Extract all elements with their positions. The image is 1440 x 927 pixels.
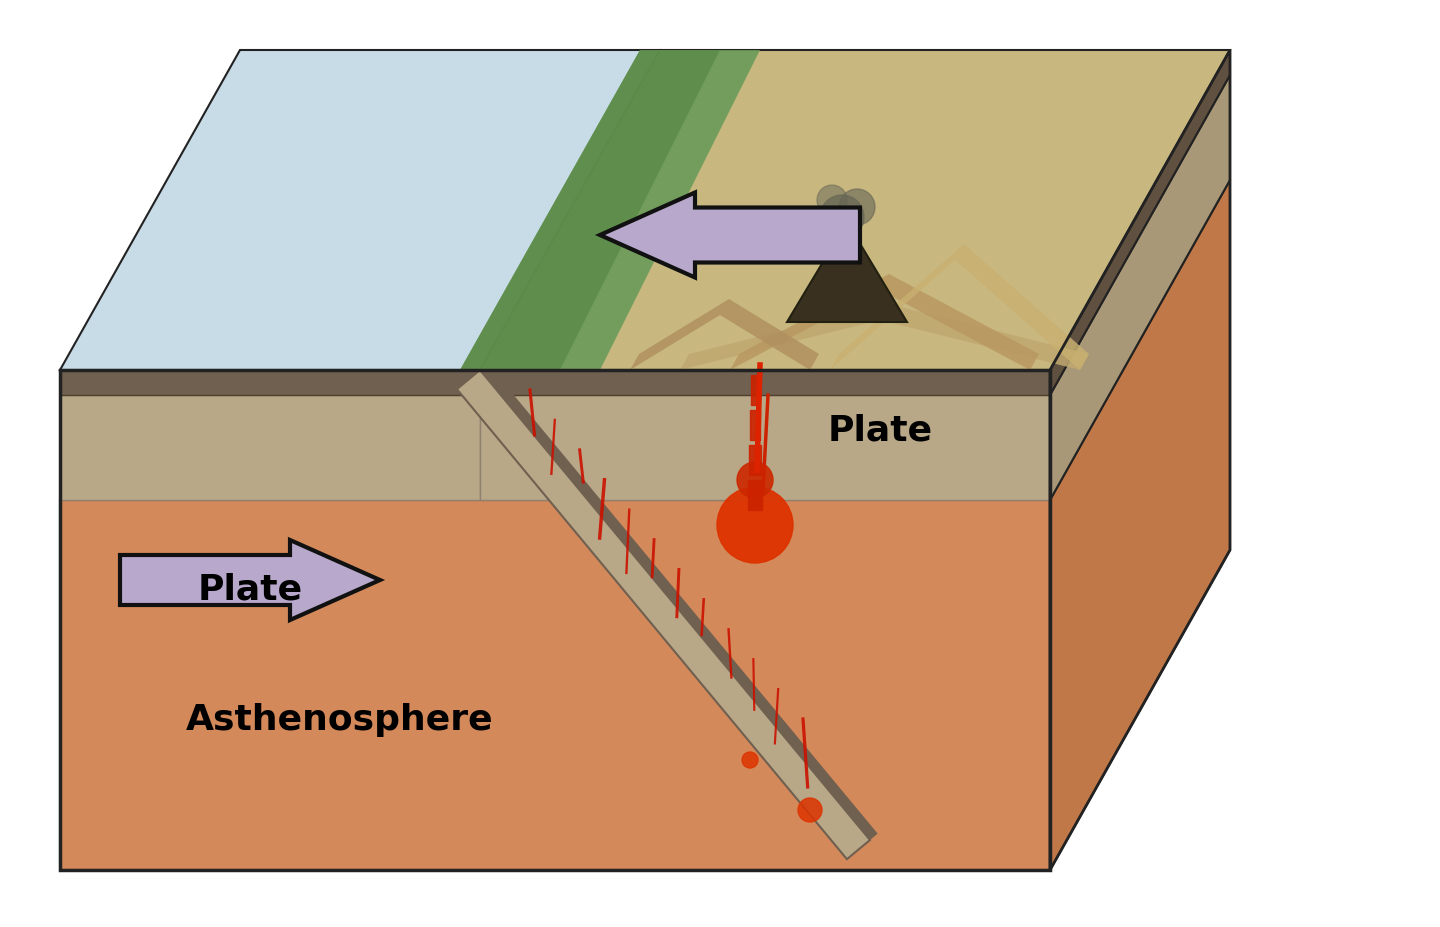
Polygon shape — [480, 363, 878, 840]
Polygon shape — [60, 50, 660, 370]
Circle shape — [737, 462, 773, 498]
Circle shape — [717, 487, 793, 563]
Polygon shape — [1050, 50, 1230, 395]
Circle shape — [840, 189, 876, 225]
Polygon shape — [680, 304, 1089, 370]
Polygon shape — [730, 274, 1040, 370]
Polygon shape — [459, 50, 760, 370]
Polygon shape — [631, 299, 819, 370]
Text: Asthenosphere: Asthenosphere — [186, 703, 494, 737]
Polygon shape — [480, 370, 1050, 395]
FancyArrow shape — [120, 540, 380, 620]
Circle shape — [742, 752, 757, 768]
Text: Plate: Plate — [197, 573, 302, 607]
Polygon shape — [456, 370, 870, 859]
Polygon shape — [459, 50, 720, 370]
Circle shape — [798, 798, 822, 822]
Polygon shape — [60, 370, 480, 395]
Text: Plate: Plate — [828, 413, 933, 447]
Polygon shape — [480, 395, 1050, 500]
Polygon shape — [788, 242, 907, 322]
Polygon shape — [60, 500, 1050, 870]
Polygon shape — [480, 50, 1230, 370]
Polygon shape — [829, 244, 1089, 370]
FancyArrow shape — [600, 193, 860, 277]
Polygon shape — [60, 395, 480, 500]
Circle shape — [816, 185, 847, 215]
Polygon shape — [1050, 180, 1230, 870]
Polygon shape — [1050, 75, 1230, 500]
Circle shape — [819, 195, 864, 239]
